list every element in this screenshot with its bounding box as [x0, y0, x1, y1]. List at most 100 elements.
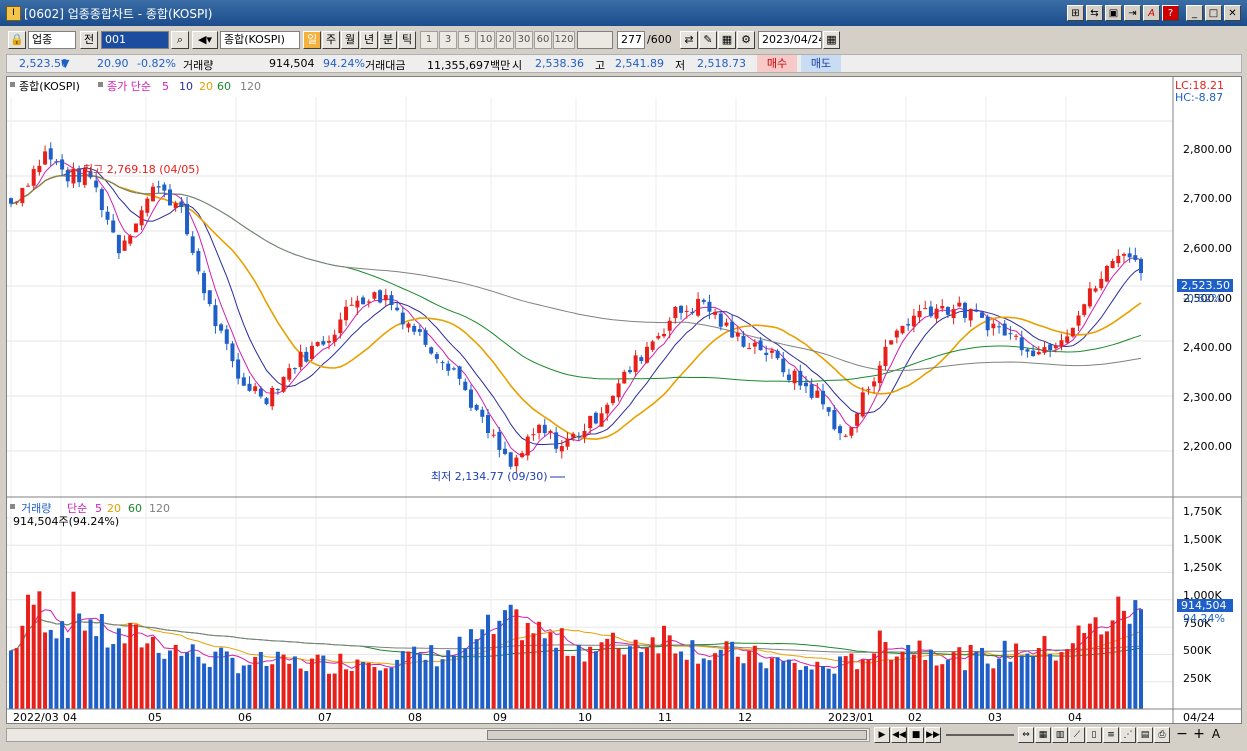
candle-body [537, 424, 542, 433]
candle-body [167, 189, 172, 206]
volume-bar [264, 665, 269, 709]
zoom-out-icon[interactable]: − [1176, 726, 1188, 742]
font-size-icon[interactable]: A [1211, 727, 1221, 741]
sync-icon[interactable]: ⇆ [1086, 5, 1103, 21]
candle-body [1059, 340, 1064, 347]
volume-bar [855, 669, 860, 709]
prev-button[interactable]: 전 [80, 31, 98, 49]
minute-option[interactable]: 20 [496, 31, 514, 49]
count-input[interactable]: 277 [617, 31, 645, 49]
price-tick: 2,400.00 [1183, 341, 1232, 354]
grid-view-icon[interactable]: ▦ [1035, 727, 1051, 743]
pattern-view-icon[interactable]: ⋰ [1120, 727, 1136, 743]
tab-period-week[interactable]: 주 [322, 31, 340, 49]
volume-bar [1059, 652, 1064, 709]
chart-tool-icon[interactable]: ✎ [699, 31, 717, 49]
minute-option[interactable]: 10 [477, 31, 495, 49]
volume-bar [1031, 655, 1036, 709]
chart-area[interactable]: 종합(KOSPI) 종가 단순 5 10 20 60 120 LC:18.21 … [6, 76, 1242, 724]
candle-body [662, 333, 667, 337]
arrows-icon[interactable]: ⇄ [680, 31, 698, 49]
code-input[interactable]: 001 [101, 31, 169, 49]
maximize-button[interactable]: □ [1205, 5, 1222, 21]
volume-series [9, 591, 1143, 709]
volume-bar [48, 629, 53, 709]
candle-body [877, 365, 882, 384]
current-price: 2,523.50 [19, 57, 68, 70]
candle-body [1116, 255, 1121, 264]
volume-bar [838, 656, 843, 709]
calendar-icon[interactable]: ▦ [823, 31, 840, 49]
close-button[interactable]: ✕ [1224, 5, 1241, 21]
minute-option[interactable]: 120 [553, 31, 575, 49]
candle-body [616, 383, 621, 398]
volume-bar [65, 637, 70, 709]
pan-icon[interactable]: ⇔ [1018, 727, 1034, 743]
volume-bar [605, 638, 610, 709]
stop-icon[interactable]: ■ [908, 727, 924, 743]
candle-body [65, 170, 70, 182]
tab-period-tick[interactable]: 틱 [398, 31, 416, 49]
tab-period-month[interactable]: 월 [341, 31, 359, 49]
candle-body [1087, 288, 1092, 307]
candle-view-icon[interactable]: ▯ [1086, 727, 1102, 743]
market-select[interactable]: 업종 [28, 31, 76, 49]
search-icon[interactable]: ⌕ [171, 31, 189, 49]
toolbar: 🔒 업종 전 001 ⌕ ◀▾ 종합(KOSPI) 일 주 월 년 분 틱 1 … [0, 28, 1247, 52]
volume-y-axis: 1,750K 1,500K 1,250K 1,000K 750K 500K 25… [1183, 505, 1222, 685]
scrollbar-thumb[interactable] [487, 730, 867, 740]
minute-option[interactable]: 3 [439, 31, 457, 49]
settings-icon[interactable]: ⚙ [737, 31, 755, 49]
vma5-label: 5 [95, 502, 102, 515]
alert-icon[interactable]: A [1143, 5, 1160, 21]
fast-forward-icon[interactable]: ▶▶ [925, 727, 941, 743]
candle-body [179, 201, 184, 207]
volume-bar [434, 666, 439, 709]
bar-view-icon[interactable]: ▥ [1052, 727, 1068, 743]
candle-body [309, 345, 314, 359]
volume-bar [213, 651, 218, 709]
sell-button[interactable]: 매도 [801, 55, 841, 72]
candle-body [644, 346, 649, 363]
date-input[interactable]: 2023/04/24 [758, 31, 822, 49]
volume-tick: 1,750K [1183, 505, 1222, 518]
price-change: 20.90 [97, 57, 129, 70]
list-view-icon[interactable]: ≡ [1103, 727, 1119, 743]
x-tick-label: 03 [988, 711, 1002, 723]
export-icon[interactable]: ⇥ [1124, 5, 1141, 21]
minimize-button[interactable]: _ [1186, 5, 1203, 21]
minute-option[interactable]: 30 [515, 31, 533, 49]
volume-bar [31, 604, 36, 709]
candle-body [156, 186, 161, 188]
candle-body [434, 354, 439, 359]
rewind-icon[interactable]: ◀◀ [891, 727, 907, 743]
tab-period-minute[interactable]: 분 [379, 31, 397, 49]
print-icon[interactable]: ⎙ [1154, 727, 1170, 743]
volume-bar [815, 661, 820, 709]
volume-bar [679, 651, 684, 709]
zoom-slider[interactable] [946, 734, 1014, 736]
tab-period-year[interactable]: 년 [360, 31, 378, 49]
minute-option[interactable]: 1 [420, 31, 438, 49]
save-icon[interactable]: ▦ [718, 31, 736, 49]
screen-icon[interactable]: ▣ [1105, 5, 1122, 21]
lock-icon[interactable]: 🔒 [8, 31, 26, 49]
minute-option[interactable]: 60 [534, 31, 552, 49]
minute-custom-select[interactable] [577, 31, 613, 49]
volume-bar [741, 663, 746, 709]
tab-period-day[interactable]: 일 [303, 31, 321, 49]
play-icon[interactable]: ▶ [874, 727, 890, 743]
volume-bar [769, 658, 774, 709]
line-view-icon[interactable]: ⟋ [1069, 727, 1085, 743]
link-icon[interactable]: ⊞ [1067, 5, 1084, 21]
horizontal-scrollbar[interactable] [6, 728, 870, 742]
volume-bar [270, 664, 275, 709]
sound-icon[interactable]: ◀▾ [192, 31, 218, 49]
candle-body [991, 323, 996, 329]
buy-button[interactable]: 매수 [757, 55, 797, 72]
help-icon[interactable]: ? [1162, 5, 1179, 21]
zoom-in-icon[interactable]: + [1193, 726, 1205, 742]
price-volume-chart[interactable]: 종합(KOSPI) 종가 단순 5 10 20 60 120 LC:18.21 … [7, 77, 1241, 724]
minute-option[interactable]: 5 [458, 31, 476, 49]
scale-view-icon[interactable]: ▤ [1137, 727, 1153, 743]
